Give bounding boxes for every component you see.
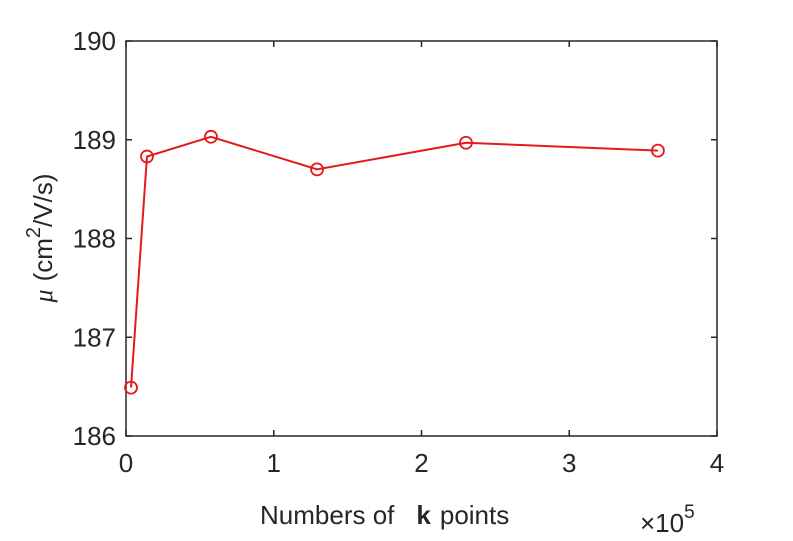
y-axis-label: μ (cm2/V/s) <box>23 174 58 304</box>
x-label-bold: k <box>416 500 431 530</box>
x-multiplier: ×105 <box>640 502 695 538</box>
x-tick-label: 1 <box>267 448 281 478</box>
y-tick-label: 187 <box>73 322 116 352</box>
x-axis-label: Numbers of k points <box>260 500 509 530</box>
y-label-text: /V/s) <box>28 174 58 227</box>
x-tick-label: 2 <box>414 448 428 478</box>
marker <box>651 143 665 158</box>
line-series <box>130 135 658 388</box>
x-tick-label: 4 <box>710 448 724 478</box>
y-label-power: 2 <box>23 227 45 238</box>
x-tick-label: 3 <box>562 448 576 478</box>
multiplier-exponent: 5 <box>684 502 695 523</box>
marker <box>459 135 473 150</box>
marker <box>310 162 324 177</box>
x-tick-label: 0 <box>119 448 133 478</box>
y-tick-label: 189 <box>73 125 116 155</box>
y-tick-label: 190 <box>73 26 116 56</box>
y-label-symbol: μ <box>29 289 58 303</box>
y-tick-label: 188 <box>73 224 116 254</box>
y-label-text: (cm <box>28 238 58 281</box>
marker <box>204 129 218 144</box>
plot-frame <box>125 40 718 437</box>
marker <box>140 149 154 164</box>
x-label-text: Numbers of <box>260 500 395 530</box>
x-label-text: points <box>440 500 509 530</box>
multiplier-base: ×10 <box>640 508 684 538</box>
y-tick-label: 186 <box>73 421 116 451</box>
marker <box>124 380 138 395</box>
